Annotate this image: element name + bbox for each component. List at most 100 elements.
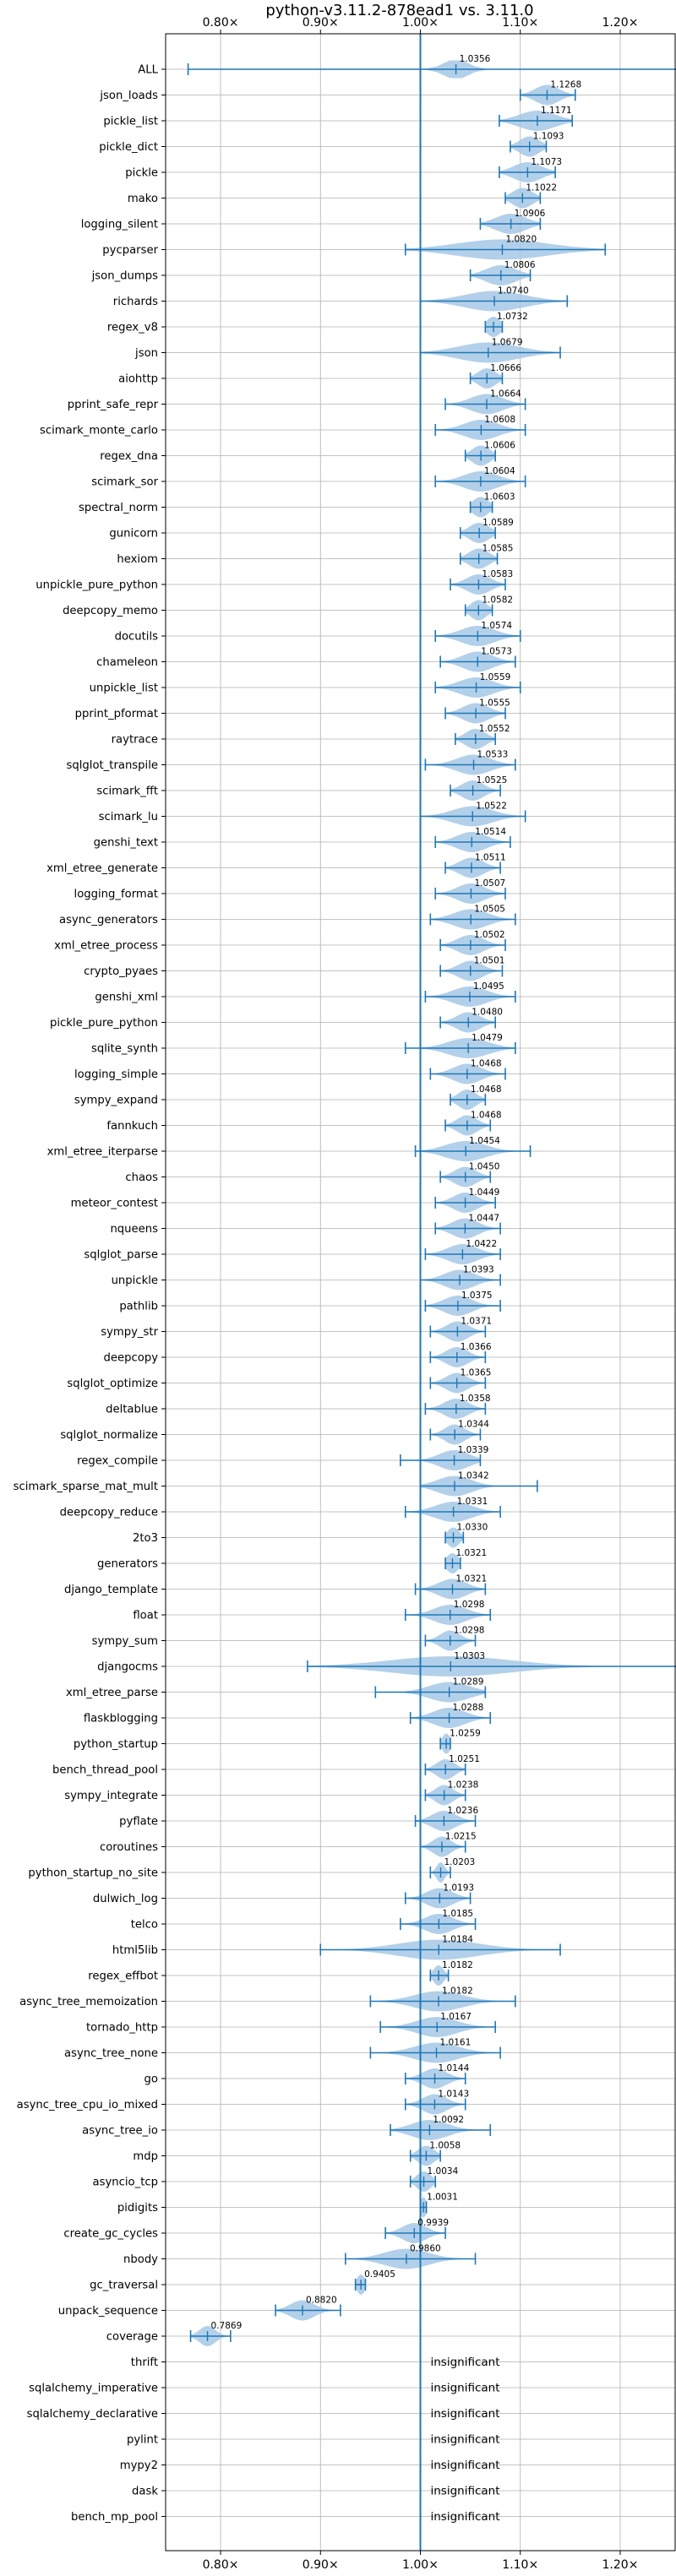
benchmark-label: unpickle_pure_python — [35, 579, 158, 592]
value-label: 1.0365 — [461, 1368, 492, 1378]
benchmark-label: richards — [113, 296, 158, 308]
benchmark-label: sympy_integrate — [64, 1790, 158, 1802]
value-label: 1.0495 — [473, 981, 504, 992]
value-label: 1.0502 — [474, 930, 505, 940]
value-label: 1.0298 — [454, 1600, 485, 1610]
benchmark-label: json_dumps — [91, 270, 159, 283]
value-label: 0.9405 — [364, 2269, 395, 2280]
value-label: 1.0732 — [497, 312, 528, 322]
value-label: 1.0533 — [477, 750, 509, 760]
benchmark-label: genshi_xml — [95, 992, 158, 1004]
value-label: 1.0344 — [458, 1420, 489, 1430]
benchmark-label: sqlalchemy_declarative — [27, 2408, 158, 2421]
value-label: 1.0143 — [438, 2090, 469, 2100]
insignificant-label: insignificant — [431, 2407, 500, 2421]
value-label: 1.1093 — [533, 132, 564, 142]
value-label: 1.1022 — [526, 183, 557, 193]
benchmark-label: generators — [97, 1558, 158, 1571]
value-label: 1.0583 — [482, 569, 513, 579]
benchmark-label: pylint — [127, 2434, 158, 2447]
benchmark-label: pprint_safe_repr — [68, 399, 159, 411]
value-label: 1.0906 — [515, 209, 546, 219]
value-label: 1.0330 — [457, 1523, 488, 1533]
benchmark-label: sympy_expand — [74, 1095, 158, 1107]
benchmark-label: deltablue — [106, 1404, 158, 1416]
value-label: 1.0525 — [477, 775, 508, 785]
benchmark-label: unpickle — [112, 1274, 158, 1287]
value-label: 1.0193 — [443, 1883, 474, 1894]
benchmark-label: mypy2 — [120, 2459, 158, 2472]
value-label: 1.0608 — [484, 415, 515, 425]
value-label: 1.0339 — [458, 1445, 489, 1455]
value-label: 1.0321 — [455, 1548, 487, 1558]
benchmark-label: sqlalchemy_imperative — [29, 2383, 158, 2395]
benchmark-label: async_tree_cpu_io_mixed — [17, 2099, 158, 2111]
value-label: 1.0480 — [472, 1008, 503, 1018]
value-label: 1.0454 — [469, 1136, 500, 1146]
benchmark-label: async_tree_none — [64, 2047, 158, 2060]
benchmark-label: sqlglot_transpile — [67, 759, 159, 772]
benchmark-label: scimark_sor — [91, 476, 158, 489]
value-label: 1.0303 — [454, 1651, 485, 1661]
plot-frame — [165, 33, 676, 2552]
value-label: 1.0422 — [466, 1239, 497, 1249]
benchmark-label: sqlite_synth — [91, 1043, 158, 1056]
insignificant-label: insignificant — [431, 2356, 500, 2369]
benchmark-label: gunicorn — [109, 528, 158, 541]
benchmark-label: mako — [128, 193, 158, 205]
benchmark-label: async_tree_memoization — [19, 1996, 158, 2008]
benchmark-label: regex_compile — [77, 1455, 158, 1468]
benchmark-label: async_tree_io — [82, 2125, 158, 2138]
value-label: 1.0806 — [504, 260, 536, 270]
value-label: 1.0679 — [492, 338, 523, 348]
value-label: 1.0449 — [469, 1187, 500, 1198]
benchmark-label: crypto_pyaes — [84, 965, 158, 978]
benchmark-label: hexiom — [117, 553, 158, 566]
value-label: 1.0479 — [472, 1033, 503, 1043]
benchmark-label: async_generators — [59, 914, 158, 927]
benchmark-label: scimark_fft — [96, 785, 158, 798]
benchmark-label: logging_format — [74, 889, 158, 901]
benchmark-label: float — [133, 1610, 158, 1622]
value-label: 1.1268 — [550, 80, 581, 90]
insignificant-label: insignificant — [431, 2433, 500, 2447]
value-label: 1.0371 — [461, 1317, 492, 1327]
benchmark-label: logging_silent — [81, 219, 158, 231]
value-label: 1.0604 — [484, 466, 515, 476]
value-label: 1.0289 — [453, 1677, 484, 1687]
value-label: 0.8820 — [306, 2296, 337, 2306]
value-label: 1.0450 — [469, 1162, 500, 1172]
benchmark-label: asyncio_tcp — [93, 2177, 158, 2189]
benchmark-label: pyflate — [119, 1816, 158, 1829]
value-label: 1.0366 — [461, 1342, 492, 1352]
benchmark-label: json — [134, 347, 158, 360]
value-label: 1.0358 — [460, 1394, 491, 1404]
benchmark-label: gc_traversal — [90, 2280, 158, 2292]
benchmark-label: nbody — [123, 2253, 158, 2266]
value-label: 0.9860 — [410, 2244, 441, 2254]
benchmark-label: docutils — [115, 631, 159, 644]
benchmark-label: html5lib — [112, 1944, 158, 1957]
value-label: 1.0740 — [498, 286, 529, 296]
benchmark-label: xml_etree_iterparse — [47, 1146, 158, 1159]
value-label: 1.0820 — [505, 235, 537, 245]
value-label: 1.0167 — [440, 2012, 472, 2022]
benchmark-label: dulwich_log — [93, 1893, 158, 1905]
value-label: 1.0058 — [429, 2141, 461, 2151]
value-label: 1.0589 — [482, 518, 514, 528]
x-tick-label-bottom: 1.10× — [502, 2558, 538, 2572]
benchmark-label: coroutines — [100, 1841, 158, 1854]
benchmark-label: chameleon — [96, 656, 158, 669]
value-label: 1.0184 — [442, 1935, 473, 1945]
value-label: 1.0505 — [474, 905, 505, 915]
benchmark-label: ALL — [138, 64, 158, 77]
value-label: 1.0034 — [428, 2166, 459, 2177]
benchmark-label: sqlglot_normalize — [60, 1429, 158, 1442]
benchmark-label: deepcopy — [104, 1352, 159, 1365]
value-label: 1.0447 — [468, 1214, 499, 1224]
benchmark-label: tornado_http — [86, 2022, 158, 2035]
benchmark-label: django_template — [64, 1584, 158, 1596]
x-tick-label-bottom: 0.90× — [303, 2558, 339, 2572]
